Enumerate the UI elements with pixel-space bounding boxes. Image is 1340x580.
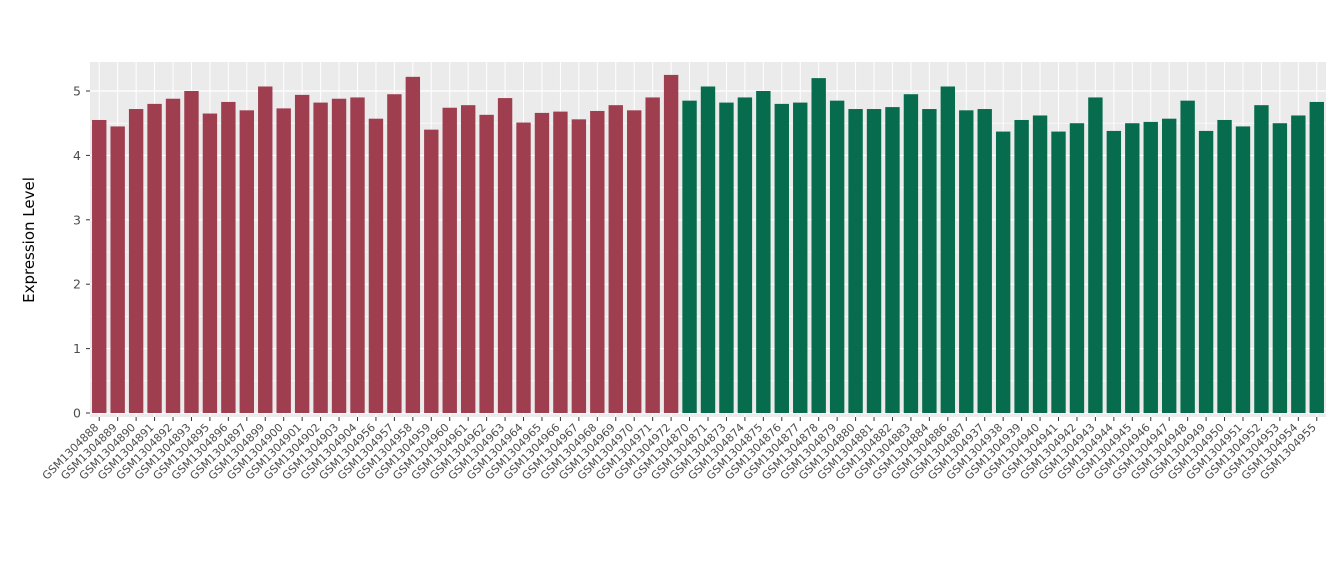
bar-GSM1304895 [202,113,218,413]
bar-GSM1304952 [1254,105,1269,413]
bar-GSM1304873 [719,102,734,413]
bar-GSM1304874 [737,97,753,413]
bar-GSM1304954 [1291,115,1306,414]
bar-GSM1304941 [1051,131,1066,413]
y-tick-label: 3 [73,212,81,227]
bar-GSM1304959 [424,129,439,413]
bar-GSM1304899 [258,86,273,413]
axis-tick-marks [86,90,1318,421]
bar-GSM1304901 [294,94,310,413]
y-tick-label: 2 [73,277,81,292]
bar-GSM1304944 [1106,130,1122,414]
bar-GSM1304939 [1014,119,1029,413]
bar-GSM1304940 [1032,115,1048,414]
bar-GSM1304903 [331,98,347,413]
bar-GSM1304888 [92,119,107,413]
bar-GSM1304891 [147,103,162,413]
bar-GSM1304880 [848,109,863,414]
bar-GSM1304884 [922,109,937,414]
bar-GSM1304950 [1217,119,1232,413]
bar-GSM1304882 [885,107,900,413]
bar-GSM1304953 [1272,123,1288,413]
bar-GSM1304870 [682,100,697,413]
bar-GSM1304946 [1143,121,1158,414]
bar-GSM1304960 [442,107,457,413]
bar-GSM1304896 [221,101,236,413]
y-tick-label: 4 [73,148,81,163]
bar-GSM1304947 [1161,118,1177,413]
bar-GSM1304949 [1198,130,1214,414]
bar-GSM1304971 [645,97,660,413]
bar-GSM1304904 [350,97,365,413]
bar-GSM1304879 [829,100,845,413]
bar-GSM1304966 [553,111,568,413]
y-tick-label: 1 [73,341,81,356]
bar-GSM1304889 [110,126,125,414]
bar-GSM1304958 [405,76,421,413]
bar-GSM1304956 [368,118,384,413]
bar-GSM1304883 [903,94,919,413]
x-axis-tick-labels: GSM1304888GSM1304889GSM1304890GSM1304891… [40,421,1319,483]
bar-GSM1304876 [774,103,789,413]
bar-GSM1304937 [977,109,992,414]
bar-GSM1304943 [1088,97,1103,413]
bar-GSM1304878 [811,78,826,414]
bar-GSM1304972 [663,74,679,414]
bar-GSM1304900 [276,108,291,413]
y-tick-label: 0 [73,406,81,421]
bar-GSM1304887 [959,110,974,413]
bar-GSM1304871 [700,86,716,413]
bar-GSM1304961 [460,105,476,413]
bars-group [92,74,1324,414]
bar-GSM1304962 [479,114,494,413]
bar-GSM1304963 [497,98,513,414]
bar-GSM1304897 [239,110,255,413]
bar-GSM1304892 [165,98,181,413]
bar-GSM1304970 [627,110,642,413]
y-axis-title: Expression Level [20,177,38,303]
bar-GSM1304957 [387,94,402,413]
bar-GSM1304881 [866,109,882,414]
bar-GSM1304965 [534,112,550,413]
bar-GSM1304938 [995,131,1011,413]
bar-GSM1304877 [793,102,808,413]
bar-GSM1304955 [1309,101,1324,413]
bar-GSM1304948 [1180,100,1195,413]
bar-GSM1304886 [940,86,956,413]
bar-GSM1304964 [516,122,531,413]
bar-GSM1304893 [184,91,199,413]
bar-GSM1304902 [313,102,328,413]
bar-GSM1304945 [1125,123,1140,413]
bar-GSM1304967 [571,119,587,413]
bar-GSM1304951 [1235,126,1251,414]
bar-GSM1304969 [608,105,623,413]
bar-GSM1304890 [128,109,144,414]
bar-GSM1304968 [590,110,605,414]
bar-GSM1304875 [756,91,771,413]
y-tick-label: 5 [73,84,81,99]
bar-GSM1304942 [1069,123,1085,413]
y-axis-tick-labels: 0 1 2 3 4 5 [73,84,81,421]
